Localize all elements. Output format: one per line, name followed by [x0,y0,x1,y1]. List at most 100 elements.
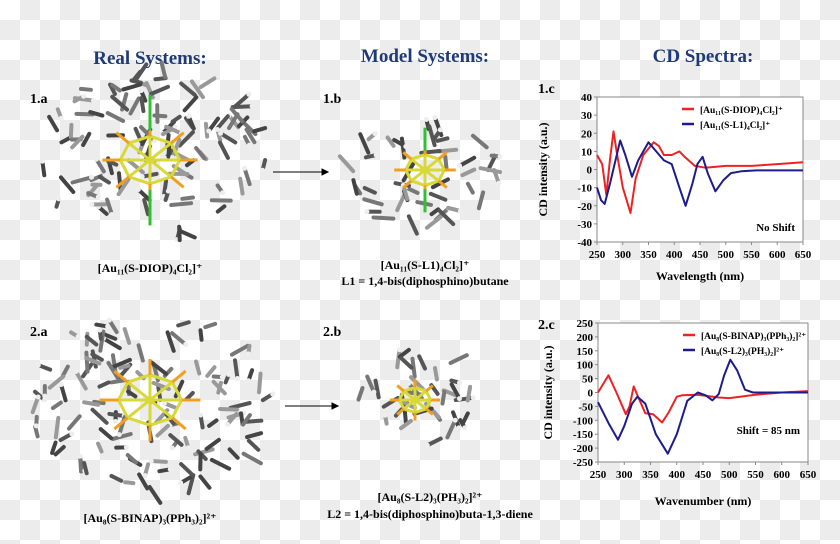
gold-bond [169,142,182,161]
ligand-bond [246,438,261,452]
y-tick-label: 20 [581,128,593,140]
ligand-bond [177,228,197,240]
ligand-bond [198,76,217,90]
hydrogen-atom [372,131,378,137]
ligand-bond [218,131,238,145]
hydrogen-atom [219,374,225,380]
hydrogen-atom [89,174,95,180]
ligand-bond [98,427,114,441]
ligand-bond [228,401,252,410]
caption-2b-ligand: L2 = 1,4-bis(diphosphino)buta-1,3-diene [327,507,533,521]
x-tick-label: 500 [721,469,738,481]
ligand-bond [82,461,89,476]
hydrogen-atom [260,167,266,173]
series-line-1 [596,130,804,214]
ligand-bond [218,406,239,412]
ligand-bond [118,363,131,370]
hydrogen-atom [242,165,248,171]
ligand-bond [139,125,157,143]
hydrogen-atom [90,98,96,104]
ligand-bond [362,186,377,195]
hydrogen-atom [470,395,476,401]
gold-bond [414,385,427,393]
phosphorus-bond [170,175,185,189]
gold-bond [414,407,427,415]
caption-1b: [Au₁₁(S-L1)₄Cl₂]⁺ [380,258,470,272]
x-tick-label: 600 [769,249,786,261]
y-tick-label: -150 [573,429,594,441]
ligand-bond [33,424,40,439]
ligand-bond [74,111,95,117]
gold-bond [117,381,130,401]
ligand-bond [61,364,70,378]
gold-bond [149,158,172,179]
gold-bond [410,153,426,161]
gold-bond [424,390,433,401]
ligand-bond [81,131,92,147]
hydrogen-atom [39,158,45,164]
ligand-bond [109,378,127,385]
ligand-bond [90,352,104,362]
gold-bond [149,381,174,402]
ligand-bond [373,378,381,400]
hydrogen-atom [373,152,379,158]
hydrogen-atom [167,466,173,472]
ligand-bond [101,336,122,351]
ligand-bond [465,181,475,195]
hydrogen-atom [123,444,129,450]
series-line-2 [596,139,803,207]
ligand-bond [90,407,109,425]
ligand-bond [176,320,191,328]
y-tick-label: -40 [577,237,592,249]
gold-bond [149,134,172,145]
ligand-bond [443,154,449,171]
hydrogen-atom [112,418,118,424]
ligand-bond [440,389,447,406]
ligand-bond [204,437,221,451]
ligand-bond [215,204,227,214]
gold-bond [149,141,172,162]
x-tick-label: 650 [795,249,812,261]
ligand-bond [448,353,469,365]
ligand-bond [356,386,365,402]
gold-bond [149,373,173,384]
ligand-bond [53,445,66,457]
ligand-bond [59,135,73,145]
ligand-bond [460,167,477,178]
gold-bond [149,175,172,186]
ligand-bond [147,485,163,505]
hydrogen-atom [198,412,204,418]
ligand-bond [337,154,356,174]
gold-bond [424,153,440,161]
ligand-bond [78,86,93,92]
ligand-bond [105,111,126,123]
gold-bond [404,158,413,171]
ligand-bond [137,472,150,491]
y-tick-label: -30 [577,219,592,231]
hydrogen-atom [185,445,191,451]
ligand-bond [194,146,207,161]
gold-bond [128,175,151,186]
ligand-bond [126,158,145,175]
gold-bond [128,158,151,179]
gold-bond [128,134,151,145]
ligand-bond [58,175,76,194]
gold-bond [117,399,130,419]
hydrogen-atom [138,88,144,94]
y-tick-label: 200 [577,332,594,344]
hydrogen-atom [35,394,41,400]
ligand-bond [136,187,152,203]
ligand-bond [53,415,61,440]
ligand-bond [131,69,143,82]
ligand-bond [30,394,41,415]
ligand-bond [66,414,82,431]
y-tick-label: 250 [577,318,594,330]
y-tick-label: -200 [573,443,594,455]
y-tick-label: -10 [577,183,592,195]
hydrogen-atom [69,431,75,437]
phosphorus-bond [171,416,187,431]
ligand-bond [209,457,232,471]
hydrogen-atom [106,317,112,323]
phosphorus-bond [113,369,129,384]
ligand-bond [142,197,150,217]
